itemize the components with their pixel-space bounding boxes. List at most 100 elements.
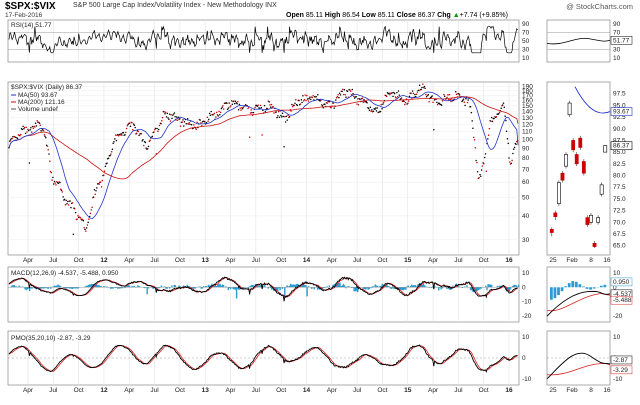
macd-hist-bar: [128, 285, 131, 288]
macd-hist-bar: [173, 284, 175, 288]
price-bar: [465, 97, 467, 100]
price-bar: [290, 110, 292, 112]
macd-hist-bar: [446, 287, 448, 289]
price-bar: [355, 96, 357, 98]
price-y-tick: 120: [522, 121, 533, 128]
price-bar: [186, 118, 189, 120]
price-bar: [418, 84, 421, 86]
macd-hist-bar: [158, 287, 160, 289]
price-bar: [172, 113, 175, 115]
macd-hist-bar: [77, 287, 79, 289]
price-bar: [359, 98, 361, 101]
x-label-price: Apr: [327, 257, 338, 264]
price-bar: [252, 111, 255, 114]
macd-hist-bar: [357, 287, 359, 293]
price-bar: [391, 91, 393, 94]
price-bar: [88, 215, 91, 218]
price-bar: [62, 196, 64, 198]
macd-hist-bar: [301, 285, 304, 288]
x-label-price: Jul: [252, 257, 261, 264]
macd-hist-bar: [179, 286, 181, 288]
macd-hist-bar: [367, 287, 369, 290]
macd-hist-bar: [126, 286, 128, 288]
price-y-tick: 40: [522, 213, 530, 220]
price-bar: [147, 145, 150, 148]
price-bar: [416, 91, 419, 93]
price-bar: [46, 145, 49, 147]
macd-hist-bar: [376, 285, 379, 288]
macd-hist-bar: [33, 287, 36, 289]
price-bar: [125, 127, 128, 130]
macd-hist-bar: [401, 287, 403, 290]
price-bar: [36, 120, 38, 122]
price-bar: [226, 108, 229, 110]
zoom-x-label: 25: [549, 257, 557, 264]
macd-hist-bar: [506, 287, 508, 292]
macd-hist-bar: [340, 285, 342, 288]
price-bar: [464, 104, 466, 107]
x-label-price: Apr: [225, 257, 236, 264]
macd-hist-bar: [286, 285, 288, 288]
price-bar: [219, 111, 222, 114]
macd-hist-bar: [496, 285, 499, 288]
price-bar: [120, 132, 122, 135]
price-bar: [491, 120, 494, 123]
price-bar: [61, 191, 64, 193]
price-bar: [510, 162, 513, 164]
x-label-bottom: Apr: [225, 387, 236, 394]
pmo-y-tick: -10: [522, 376, 532, 383]
zoom-x-label-bottom: Feb: [566, 387, 578, 394]
price-y-tick: 150: [522, 103, 533, 110]
price-bar: [183, 120, 186, 123]
macd-hist-bar: [304, 285, 306, 288]
price-bar: [418, 89, 420, 92]
price-bar: [84, 228, 86, 231]
price-bar: [63, 198, 66, 201]
price-bar: [484, 153, 487, 155]
macd-hist-bar: [139, 286, 141, 288]
price-bar: [511, 159, 513, 162]
price-bar: [415, 93, 418, 96]
price-bar: [230, 99, 233, 102]
macd-hist-bar: [407, 285, 409, 288]
macd-hist-bar: [193, 287, 195, 289]
price-bar: [55, 184, 57, 186]
macd-hist-bar: [364, 287, 366, 290]
macd-hist-bar: [164, 286, 166, 288]
price-bar: [167, 117, 169, 119]
price-bar: [74, 207, 76, 210]
price-bar: [131, 121, 133, 124]
price-bar: [441, 100, 444, 102]
price-bar: [330, 107, 332, 109]
price-bar: [483, 156, 486, 159]
macd-hist-bar: [491, 284, 493, 288]
macd-hist-bar: [147, 287, 150, 289]
macd-hist-bar: [127, 285, 130, 288]
macd-hist-bar: [12, 285, 14, 288]
price-bar: [269, 106, 272, 108]
price-bar: [485, 170, 488, 173]
macd-hist-bar: [233, 287, 235, 290]
rsi-y-tick: 70: [522, 30, 530, 37]
price-bar: [237, 100, 239, 103]
price-bar: [388, 92, 390, 95]
price-bar: [38, 122, 41, 124]
price-bar: [238, 103, 241, 106]
macd-histogram: [10, 282, 520, 299]
zoom-y-tick: 92.5: [613, 114, 626, 121]
macd-hist-bar: [76, 287, 78, 289]
macd-hist-bar: [516, 286, 519, 288]
macd-hist-bar: [103, 286, 105, 288]
zoom-candle: [581, 161, 586, 174]
zoom-candle: [592, 243, 597, 247]
price-bar: [385, 95, 388, 98]
price-bar: [113, 141, 115, 143]
pmo-line: [8, 344, 518, 374]
ohlc-readout: Open 85.11 High 86.54 Low 85.11 Close 86…: [286, 12, 508, 19]
price-bar: [454, 91, 457, 93]
macd-hist-bar: [228, 287, 231, 289]
price-bar: [506, 137, 509, 140]
price-bar: [132, 123, 135, 125]
price-bar: [67, 204, 70, 206]
macd-hist-bar: [91, 284, 93, 288]
